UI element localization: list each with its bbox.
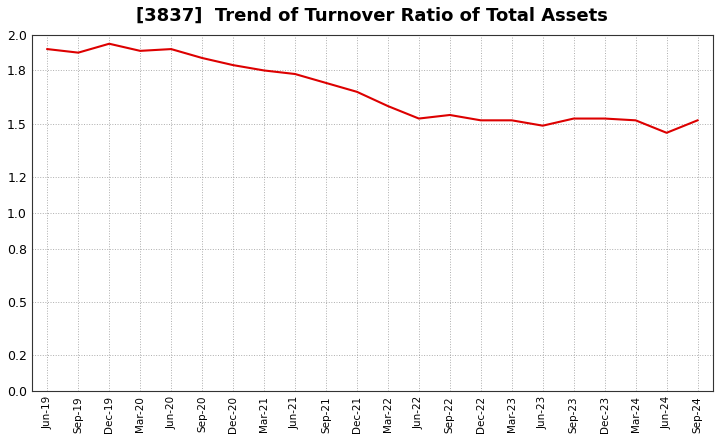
Title: [3837]  Trend of Turnover Ratio of Total Assets: [3837] Trend of Turnover Ratio of Total … [137, 7, 608, 25]
